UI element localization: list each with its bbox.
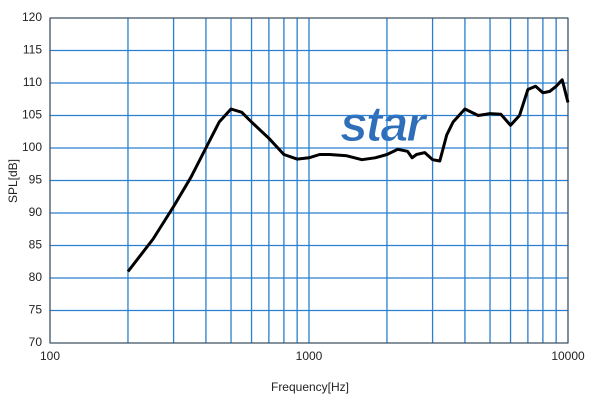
y-tick-label: 110 <box>23 75 42 89</box>
y-axis-label: SPL[dB] <box>6 159 20 203</box>
y-tick-label: 105 <box>22 108 42 122</box>
x-axis-label: Frequency[Hz] <box>271 380 349 394</box>
y-tick-label: 120 <box>22 10 42 24</box>
y-tick-label: 85 <box>29 238 43 252</box>
y-tick-label: 75 <box>29 303 43 317</box>
y-tick-label: 80 <box>29 270 43 284</box>
watermark: star <box>340 96 428 152</box>
data-line <box>126 78 570 273</box>
y-tick-label: 115 <box>23 43 42 57</box>
y-tick-label: 70 <box>29 335 43 349</box>
x-tick-label: 10000 <box>551 349 585 363</box>
y-tick-label: 95 <box>29 173 43 187</box>
y-tick-label: 90 <box>29 205 43 219</box>
y-tick-label: 100 <box>22 140 42 154</box>
plot-border <box>49 17 569 344</box>
x-tick-label: 100 <box>40 349 60 363</box>
x-tick-label: 1000 <box>296 349 323 363</box>
